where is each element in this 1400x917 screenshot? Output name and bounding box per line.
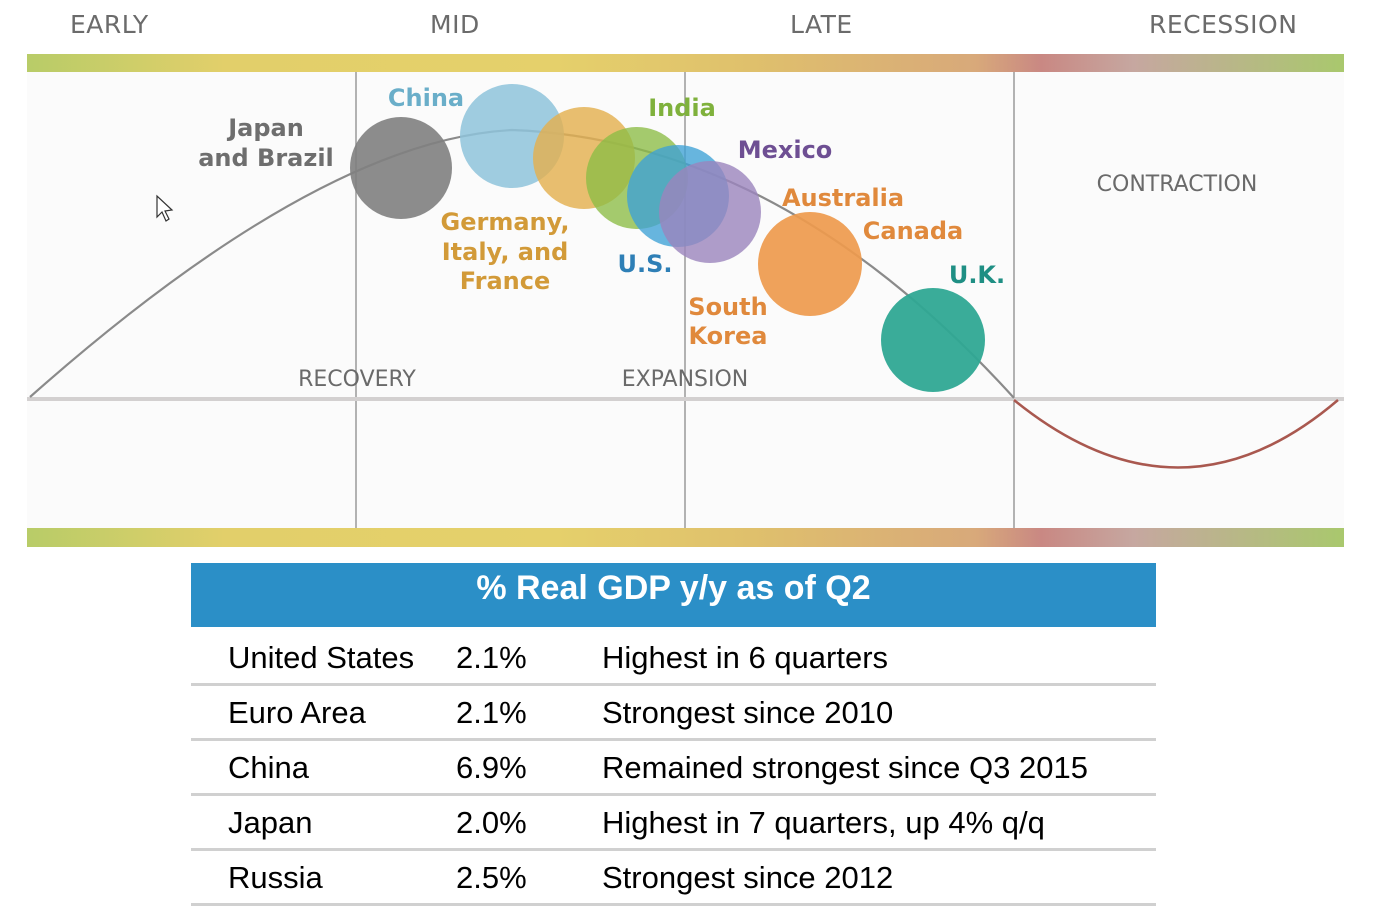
- country-label-us: U.S.: [617, 250, 672, 278]
- phase-label-recession: RECESSION: [1149, 10, 1298, 39]
- mouse-cursor-icon: [156, 194, 174, 222]
- row-country: Japan: [228, 805, 313, 840]
- stage-label-contraction: CONTRACTION: [1097, 172, 1258, 197]
- row-note: Remained strongest since Q3 2015: [602, 750, 1088, 785]
- business-cycle-diagram: RECOVERY EXPANSION CONTRACTION Japan and…: [27, 54, 1344, 547]
- country-label-italy: Italy, and: [442, 238, 569, 266]
- bubble-mexico: [659, 161, 761, 263]
- row-note: Strongest since 2012: [602, 860, 894, 895]
- stage-label-expansion: EXPANSION: [622, 367, 749, 392]
- country-label-korea: Korea: [689, 322, 768, 350]
- row-value: 2.0%: [456, 805, 527, 840]
- row-value: 2.1%: [456, 695, 527, 730]
- country-label-china: China: [388, 84, 464, 112]
- recession-curve: [1013, 399, 1339, 469]
- row-country: Russia: [228, 860, 323, 895]
- country-label-india: India: [648, 94, 716, 122]
- bubble-japan-brazil: [350, 117, 452, 219]
- country-label-brazil: and Brazil: [198, 144, 334, 172]
- row-country: United States: [228, 640, 415, 675]
- row-value: 6.9%: [456, 750, 527, 785]
- phase-label-mid: MID: [430, 10, 480, 39]
- country-label-japan: Japan: [226, 114, 304, 142]
- row-country: China: [228, 750, 309, 785]
- country-label-south: South: [688, 293, 767, 321]
- country-label-uk: U.K.: [949, 261, 1005, 289]
- bottom-color-band: [27, 528, 1344, 547]
- stage-label-recovery: RECOVERY: [298, 367, 416, 392]
- row-value: 2.1%: [456, 640, 527, 675]
- phase-label-early: EARLY: [70, 10, 149, 39]
- phase-label-late: LATE: [790, 10, 853, 39]
- row-note: Highest in 6 quarters: [602, 640, 889, 675]
- bubble-australia-canada-korea: [758, 212, 862, 316]
- country-label-germany: Germany,: [441, 208, 570, 236]
- table-row: Russia 2.5% Strongest since 2012: [191, 850, 1156, 906]
- table-row: Japan 2.0% Highest in 7 quarters, up 4% …: [191, 795, 1156, 851]
- table-title: % Real GDP y/y as of Q2: [476, 569, 871, 607]
- country-label-australia: Australia: [782, 184, 904, 212]
- table-row: United States 2.1% Highest in 6 quarters: [191, 630, 1156, 686]
- country-label-france: France: [460, 267, 550, 295]
- bubble-uk: [881, 288, 985, 392]
- row-note: Strongest since 2010: [602, 695, 894, 730]
- row-note: Highest in 7 quarters, up 4% q/q: [602, 805, 1045, 840]
- country-label-canada: Canada: [863, 217, 963, 245]
- table-row: Euro Area 2.1% Strongest since 2010: [191, 685, 1156, 741]
- table-row: China 6.9% Remained strongest since Q3 2…: [191, 740, 1156, 796]
- table-header: % Real GDP y/y as of Q2: [191, 563, 1156, 627]
- top-color-band: [27, 54, 1344, 72]
- country-label-mexico: Mexico: [738, 136, 833, 164]
- row-value: 2.5%: [456, 860, 527, 895]
- row-country: Euro Area: [228, 695, 366, 730]
